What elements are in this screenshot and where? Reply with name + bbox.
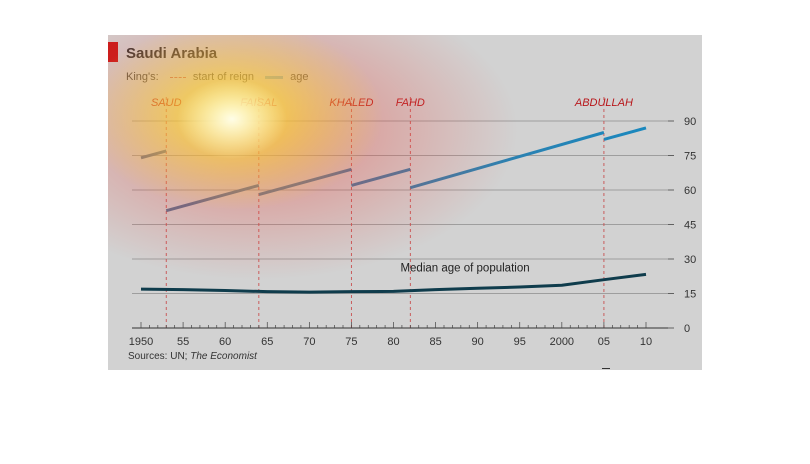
median-age-series-label: Median age of population — [400, 263, 529, 275]
x-tick-label: 60 — [219, 336, 231, 348]
reign-label: ABDULLAH — [574, 97, 633, 109]
x-tick-label: 75 — [345, 336, 357, 348]
x-tick-label: 95 — [514, 336, 526, 348]
king-age-segment — [409, 131, 605, 190]
source-note: Sources: UN; The Economist — [128, 351, 257, 362]
x-tick-label: 65 — [261, 336, 273, 348]
x-tick-label: 55 — [177, 336, 189, 348]
king-age-segment — [258, 167, 352, 197]
source-prefix: Sources: UN; — [128, 351, 191, 362]
x-tick-label: 80 — [387, 336, 399, 348]
reign-label: FAISAL — [240, 97, 277, 109]
chart-panel: Saudi Arabia King's: start of reign age … — [108, 35, 702, 370]
source-italic: The Economist — [190, 351, 257, 362]
king-age-segment — [351, 167, 411, 187]
axes: 0 15 30 45 60 75 90 1950 55 60 65 70 75 80 85 90 95 2000 0… — [129, 116, 696, 348]
x-tick-label: 2000 — [550, 336, 574, 348]
chart-plot: SAUD FAISAL KHALED FAHD ABDULLAH Median age … — [129, 97, 696, 348]
x-tick-label: 05 — [598, 336, 610, 348]
y-tick-label: 75 — [684, 151, 696, 163]
y-tick-label: 60 — [684, 185, 696, 197]
x-tick-label: 90 — [472, 336, 484, 348]
median-age-line — [140, 272, 647, 294]
reign-label: FAHD — [396, 97, 425, 109]
stray-mark — [602, 368, 610, 369]
reign-label: KHALED — [329, 97, 373, 109]
y-tick-label: 15 — [684, 289, 696, 301]
y-tick-label: 45 — [684, 220, 696, 232]
king-age-segment — [603, 126, 647, 141]
x-tick-label: 1950 — [129, 336, 153, 348]
y-tick-label: 0 — [684, 323, 690, 335]
king-age-segment — [140, 149, 167, 160]
reign-label: SAUD — [151, 97, 182, 109]
y-tick-label: 30 — [684, 254, 696, 266]
king-age-segment — [165, 183, 260, 213]
x-tick-label: 70 — [303, 336, 315, 348]
y-tick-label: 90 — [684, 116, 696, 128]
x-tick-label: 10 — [640, 336, 652, 348]
series-lines: Median age of population — [140, 126, 647, 294]
x-tick-label: 85 — [429, 336, 441, 348]
